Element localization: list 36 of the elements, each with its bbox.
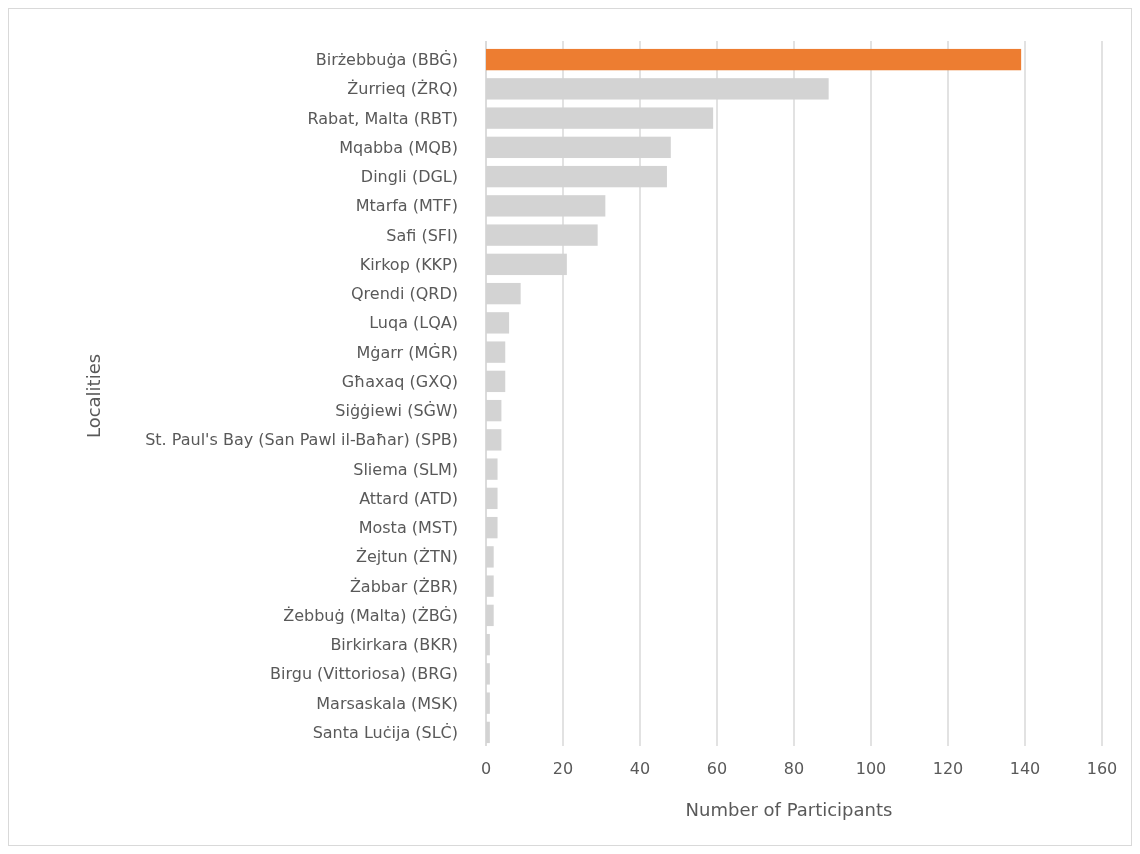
- y-tick-label: Żebbuġ (Malta) (ŻBĠ): [283, 605, 458, 625]
- y-tick-label: Żurrieq (ŻRQ): [347, 79, 458, 99]
- y-tick-label: Santa Luċija (SLĊ): [312, 723, 458, 742]
- y-tick-label: Dingli (DGL): [360, 167, 458, 187]
- y-tick-label: Luqa (LQA): [369, 313, 458, 333]
- y-axis-title: Localities: [83, 353, 104, 439]
- y-tick-label: Safi (SFI): [386, 225, 458, 245]
- y-tick-label: St. Paul's Bay (San Pawl il-Baħar) (SPB): [145, 430, 458, 450]
- x-tick-label: 140: [1009, 759, 1041, 778]
- x-tick-label: 60: [706, 759, 728, 778]
- y-tick-label: Marsaskala (MSK): [316, 693, 458, 713]
- y-tick-label: Rabat, Malta (RBT): [307, 108, 458, 128]
- x-tick-label: 80: [783, 759, 805, 778]
- y-tick-label: Sliema (SLM): [353, 459, 458, 479]
- y-tick-label: Żabbar (ŻBR): [349, 576, 458, 596]
- x-tick-label: 160: [1086, 759, 1118, 778]
- y-tick-label: Mqabba (MQB): [339, 137, 458, 157]
- y-tick-label: Kirkop (KKP): [359, 254, 458, 274]
- y-tick-label: Żejtun (ŻTN): [355, 547, 458, 567]
- y-tick-label: Siġġiewi (SĠW): [335, 401, 458, 421]
- y-tick-label: Mosta (MST): [358, 518, 458, 538]
- y-tick-label: Birkirkara (BKR): [330, 635, 458, 655]
- bar: [486, 48, 1022, 71]
- y-tick-label: Mtarfa (MTF): [355, 196, 458, 216]
- x-tick-label: 20: [552, 759, 574, 778]
- x-tick-label: 0: [480, 759, 492, 778]
- x-tick-label: 100: [855, 759, 887, 778]
- x-axis-title: Number of Participants: [685, 799, 893, 820]
- y-tick-label: Qrendi (QRD): [350, 284, 458, 304]
- y-tick-label: Mġarr (MĠR): [356, 342, 458, 362]
- y-tick-label: Attard (ATD): [359, 488, 458, 508]
- y-tick-label: Birgu (Vittoriosa) (BRG): [270, 664, 458, 684]
- x-tick-label: 120: [932, 759, 964, 778]
- y-tick-label: Għaxaq (GXQ): [341, 371, 458, 391]
- y-tick-label: Birżebbuġa (BBĠ): [315, 50, 458, 70]
- x-tick-label: 40: [629, 759, 651, 778]
